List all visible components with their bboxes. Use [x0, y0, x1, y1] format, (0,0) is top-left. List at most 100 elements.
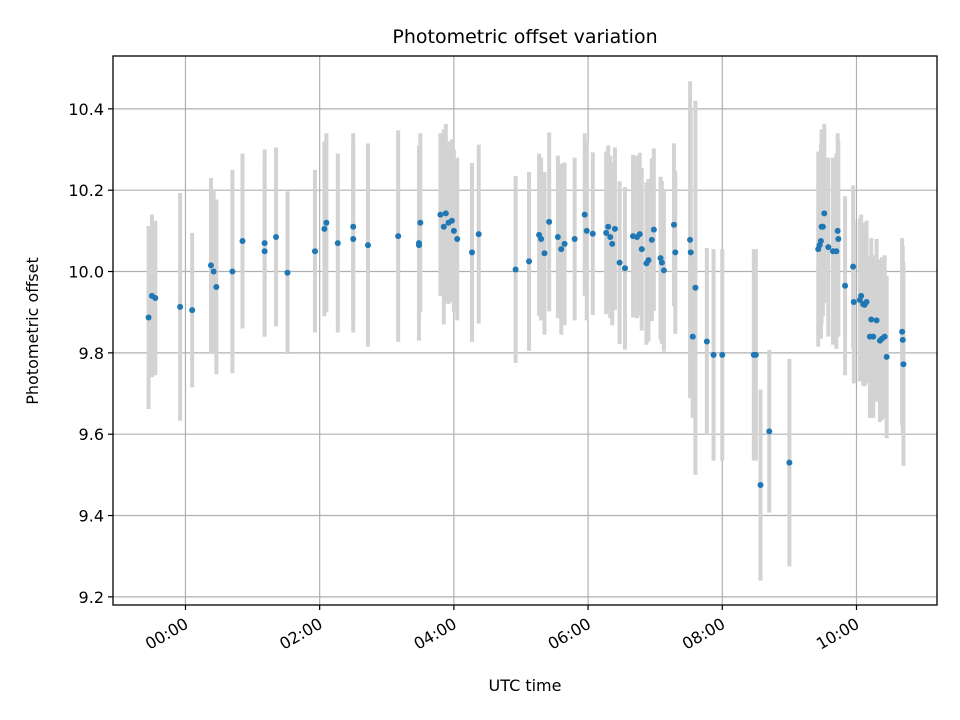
data-point [229, 268, 236, 275]
data-point [261, 248, 268, 255]
data-point [616, 259, 623, 266]
data-point [899, 328, 906, 335]
data-point [766, 428, 773, 435]
data-point [757, 482, 764, 489]
data-point [538, 236, 545, 242]
data-point [870, 333, 877, 340]
data-point [261, 240, 268, 247]
data-point [719, 351, 726, 358]
data-point [541, 250, 548, 257]
chart-title: Photometric offset variation [392, 26, 657, 48]
data-point [850, 299, 857, 306]
data-point [189, 307, 196, 314]
data-point [546, 218, 553, 225]
data-point [468, 249, 475, 256]
data-point [273, 233, 280, 240]
data-point [605, 223, 612, 230]
data-point [450, 227, 457, 234]
data-point [873, 317, 880, 324]
data-point [687, 249, 694, 256]
data-point [899, 336, 906, 343]
data-point [817, 238, 824, 245]
data-point [648, 236, 655, 243]
data-point [611, 225, 618, 232]
x-axis-title: UTC time [489, 676, 562, 695]
data-point [475, 231, 482, 238]
data-point [334, 240, 341, 247]
y-axis: 9.2 9.4 9.6 9.8 10.0 10.2 10.4 [68, 100, 113, 607]
data-point [638, 246, 645, 253]
data-point [395, 233, 402, 240]
y-tick-label: 9.8 [79, 344, 104, 363]
data-point [710, 351, 717, 358]
y-tick-label: 10.2 [68, 181, 104, 200]
data-point [561, 240, 568, 247]
data-point [437, 211, 444, 218]
data-point [834, 227, 841, 234]
data-point [821, 210, 828, 217]
data-point [825, 244, 832, 251]
data-point [692, 284, 699, 291]
data-point [583, 227, 590, 234]
data-point [448, 217, 455, 224]
data-point [207, 262, 214, 269]
data-point [239, 238, 246, 245]
data-point [350, 236, 357, 242]
data-point [145, 314, 152, 321]
data-point [650, 226, 657, 233]
data-point [350, 223, 357, 230]
data-point [442, 210, 449, 217]
data-point [819, 223, 826, 230]
data-point [645, 257, 652, 264]
data-point [364, 242, 371, 249]
data-point [900, 361, 907, 368]
data-point [689, 333, 696, 340]
data-point [589, 230, 596, 237]
data-point [152, 294, 159, 301]
y-tick-label: 9.4 [79, 507, 104, 526]
data-point [883, 353, 890, 360]
data-point [454, 236, 461, 242]
y-tick-label: 10.0 [68, 263, 104, 282]
data-point [581, 211, 588, 218]
data-point [687, 236, 694, 243]
data-point [603, 229, 610, 236]
data-point [417, 219, 424, 226]
data-point [311, 248, 318, 255]
data-point [850, 263, 857, 270]
data-point [321, 225, 328, 232]
data-point [213, 283, 220, 290]
y-axis-title: Photometric offset [23, 257, 42, 405]
data-point [440, 223, 447, 230]
data-point [609, 240, 616, 247]
data-point [571, 236, 578, 242]
data-point [863, 299, 870, 306]
data-point [621, 265, 628, 272]
data-point [558, 246, 565, 253]
data-point [210, 268, 217, 275]
data-point [752, 351, 759, 358]
data-point [323, 219, 330, 226]
data-point [868, 316, 875, 323]
data-points [145, 210, 907, 489]
data-point [607, 233, 614, 240]
data-point [415, 242, 422, 249]
data-point [881, 333, 888, 340]
data-point [660, 267, 667, 274]
data-point [786, 459, 793, 466]
plot-frame [112, 55, 938, 606]
data-point [284, 269, 291, 276]
y-tick-label: 9.6 [79, 425, 104, 444]
data-point [835, 236, 842, 242]
data-point [703, 338, 710, 345]
data-point [636, 231, 643, 238]
data-point [526, 258, 533, 265]
data-point [833, 248, 840, 255]
data-point [512, 266, 519, 273]
data-point [858, 292, 865, 299]
y-tick-label: 10.4 [68, 100, 104, 119]
data-point [177, 303, 184, 310]
y-tick-label: 9.2 [79, 588, 104, 607]
